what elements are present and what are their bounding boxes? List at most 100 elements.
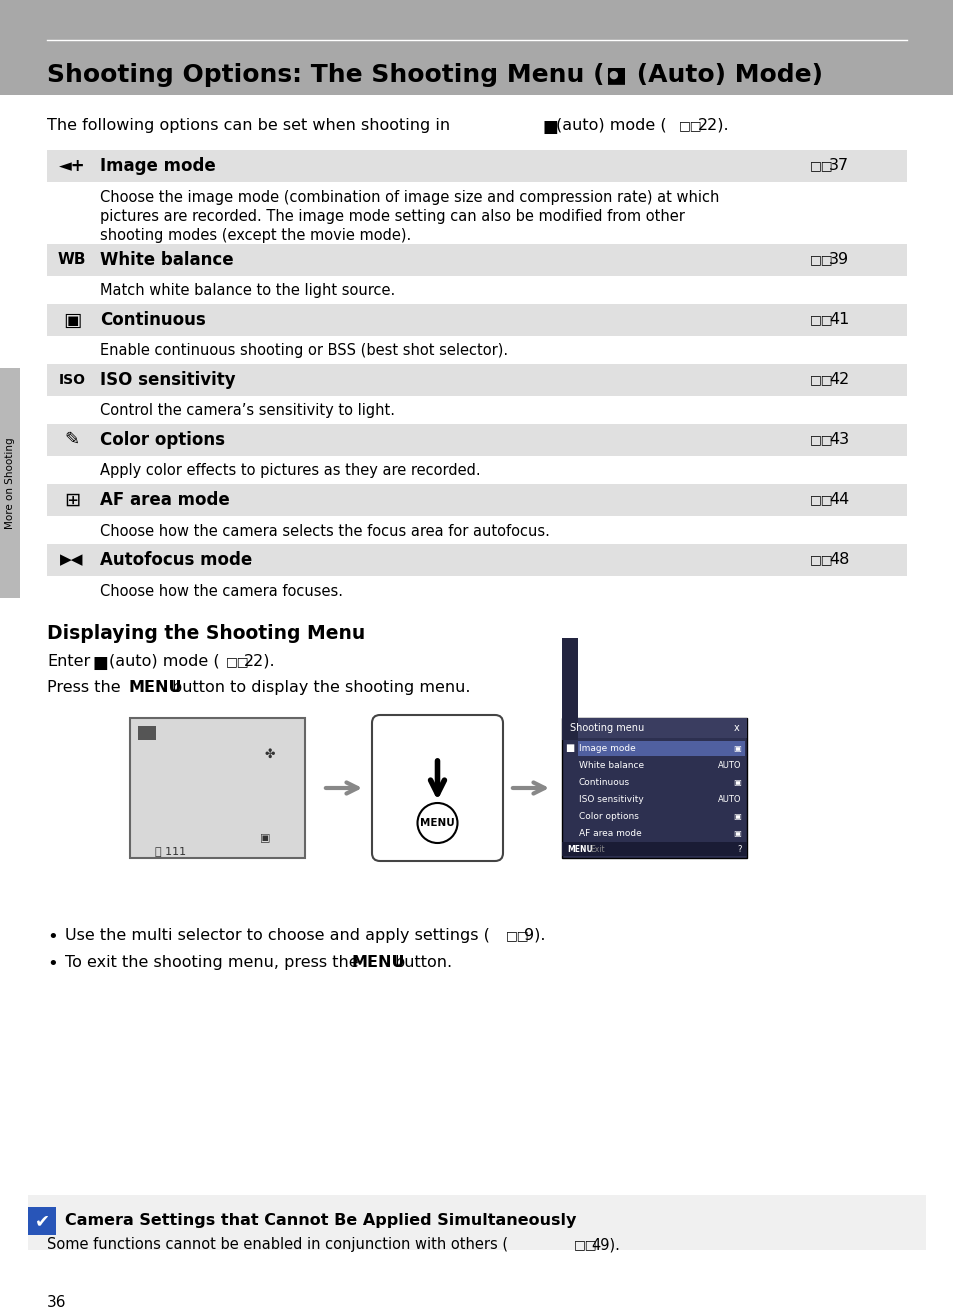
Text: Choose how the camera selects the focus area for autofocus.: Choose how the camera selects the focus …: [100, 523, 549, 539]
Text: 37: 37: [828, 159, 848, 173]
Text: button.: button.: [395, 955, 453, 970]
Text: 22).: 22).: [698, 118, 729, 133]
Bar: [47, 336, 906, 364]
Text: Use the multi selector to choose and apply settings (: Use the multi selector to choose and app…: [65, 928, 489, 943]
Text: •: •: [47, 928, 58, 946]
Bar: [0, 368, 20, 598]
Text: 9).: 9).: [523, 928, 545, 943]
Text: Exit: Exit: [589, 845, 604, 854]
Text: 44: 44: [828, 493, 848, 507]
Text: (auto) mode (: (auto) mode (: [556, 118, 666, 133]
Bar: [28, 1194, 925, 1250]
Text: Color options: Color options: [100, 431, 225, 449]
Text: White balance: White balance: [100, 251, 233, 269]
Text: MENU: MENU: [566, 845, 592, 854]
Text: 48: 48: [828, 552, 848, 568]
Text: □□: □□: [505, 929, 529, 942]
Text: ■: ■: [605, 64, 626, 85]
Bar: [138, 727, 156, 740]
Text: 36: 36: [47, 1296, 67, 1310]
Text: □□: □□: [679, 120, 701, 131]
Text: Color options: Color options: [578, 812, 639, 821]
Bar: [47, 424, 906, 456]
Bar: [47, 456, 906, 484]
Bar: [47, 396, 906, 424]
Bar: [142, 728, 150, 735]
Text: Image mode: Image mode: [578, 744, 635, 753]
Text: 43: 43: [828, 432, 848, 448]
Text: Choose how the camera focuses.: Choose how the camera focuses.: [100, 583, 343, 598]
Text: □□: □□: [809, 254, 833, 267]
Text: Camera Settings that Cannot Be Applied Simultaneously: Camera Settings that Cannot Be Applied S…: [65, 1214, 576, 1229]
Text: ⏳ 111: ⏳ 111: [154, 846, 186, 855]
Bar: [47, 183, 906, 244]
FancyBboxPatch shape: [372, 715, 502, 861]
Text: AUTO: AUTO: [717, 795, 740, 804]
Text: To exit the shooting menu, press the: To exit the shooting menu, press the: [65, 955, 358, 970]
Text: ▣: ▣: [732, 744, 740, 753]
Text: ISO sensitivity: ISO sensitivity: [100, 371, 235, 389]
Text: 41: 41: [828, 313, 848, 327]
Bar: [0, 0, 953, 95]
Text: (Auto) Mode): (Auto) Mode): [627, 63, 822, 87]
Text: ISO: ISO: [58, 373, 86, 388]
Text: □□: □□: [809, 159, 833, 172]
Text: ▶◀: ▶◀: [60, 552, 84, 568]
Text: 39: 39: [828, 252, 848, 268]
Text: Continuous: Continuous: [578, 778, 630, 787]
Text: □□: □□: [809, 434, 833, 447]
Text: Choose the image mode (combination of image size and compression rate) at which: Choose the image mode (combination of im…: [100, 191, 719, 205]
Bar: [561, 639, 578, 740]
Text: ⊞: ⊞: [64, 490, 80, 510]
Bar: [47, 304, 906, 336]
Text: shooting modes (except the movie mode).: shooting modes (except the movie mode).: [100, 229, 411, 243]
Text: ✎: ✎: [65, 431, 79, 449]
Text: ■: ■: [92, 654, 109, 671]
Text: Enter: Enter: [47, 654, 91, 669]
Text: AF area mode: AF area mode: [100, 491, 230, 509]
Bar: [47, 544, 906, 576]
Text: Press the: Press the: [47, 681, 120, 695]
Text: □□: □□: [809, 373, 833, 386]
Text: ▣: ▣: [732, 778, 740, 787]
Bar: [47, 150, 906, 183]
Text: button to display the shooting menu.: button to display the shooting menu.: [172, 681, 470, 695]
Text: Continuous: Continuous: [100, 311, 206, 328]
Text: ✔: ✔: [34, 1212, 50, 1230]
Text: □□: □□: [809, 314, 833, 326]
Text: □□: □□: [809, 553, 833, 566]
Text: pictures are recorded. The image mode setting can also be modified from other: pictures are recorded. The image mode se…: [100, 209, 684, 223]
Text: WB: WB: [58, 252, 86, 268]
Text: More on Shooting: More on Shooting: [5, 438, 15, 528]
Text: ●: ●: [607, 70, 618, 80]
Text: The following options can be set when shooting in: The following options can be set when sh…: [47, 118, 450, 133]
Text: AF area mode: AF area mode: [578, 829, 641, 838]
Bar: [47, 516, 906, 544]
Text: Enable continuous shooting or BSS (best shot selector).: Enable continuous shooting or BSS (best …: [100, 343, 508, 359]
Bar: [578, 741, 744, 756]
Text: □□: □□: [226, 654, 250, 668]
Bar: [47, 484, 906, 516]
Text: 22).: 22).: [244, 654, 275, 669]
Text: ▣: ▣: [63, 310, 81, 330]
Bar: [47, 364, 906, 396]
Text: ■: ■: [542, 118, 558, 137]
Text: ◄+: ◄+: [59, 156, 85, 175]
Bar: [28, 1208, 56, 1235]
Text: ?: ?: [737, 845, 741, 854]
Text: x: x: [733, 723, 739, 733]
Text: ▣: ▣: [260, 833, 271, 844]
Bar: [130, 717, 305, 858]
Text: Match white balance to the light source.: Match white balance to the light source.: [100, 284, 395, 298]
Text: ISO sensitivity: ISO sensitivity: [578, 795, 643, 804]
Text: Displaying the Shooting Menu: Displaying the Shooting Menu: [47, 624, 365, 643]
Circle shape: [417, 803, 457, 844]
Text: White balance: White balance: [578, 761, 643, 770]
Bar: [561, 717, 746, 858]
Text: Autofocus mode: Autofocus mode: [100, 551, 252, 569]
Text: MENU: MENU: [352, 955, 405, 970]
Text: ▣: ▣: [732, 812, 740, 821]
Text: Apply color effects to pictures as they are recorded.: Apply color effects to pictures as they …: [100, 464, 480, 478]
Text: AUTO: AUTO: [717, 761, 740, 770]
Text: Shooting Options: The Shooting Menu (: Shooting Options: The Shooting Menu (: [47, 63, 604, 87]
